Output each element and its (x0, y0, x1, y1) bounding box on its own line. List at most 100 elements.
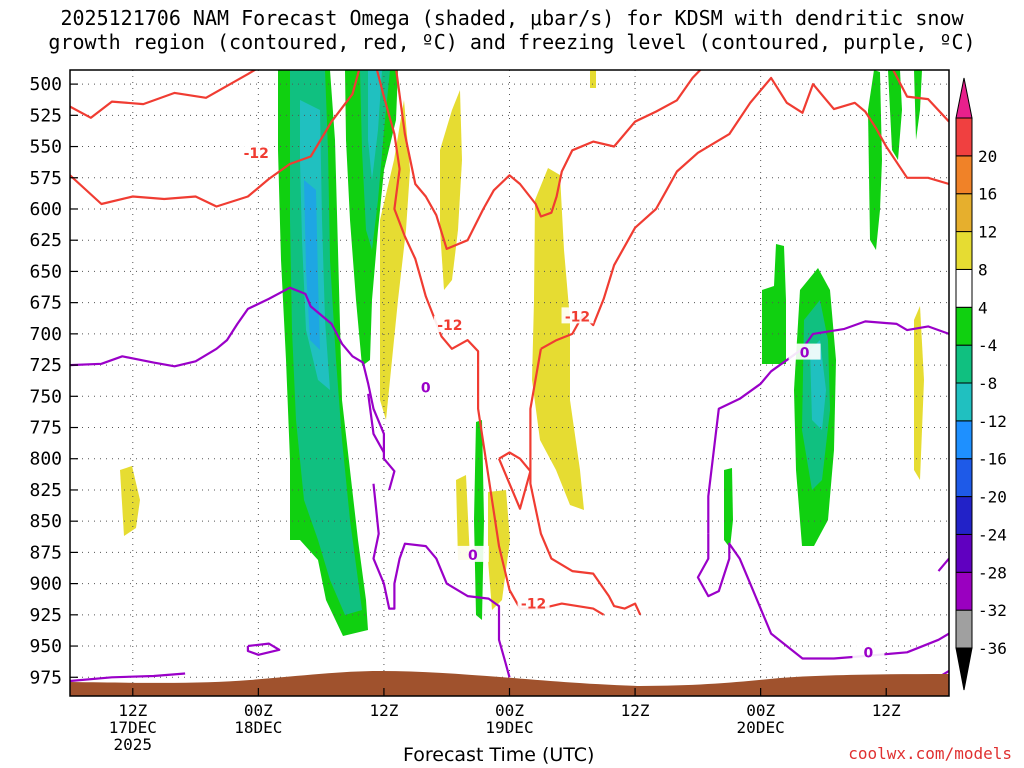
y-tick-label: 525 (29, 105, 62, 126)
colorbar-label: -4 (978, 336, 997, 355)
y-tick-label: 900 (29, 574, 62, 595)
dgz-contour-7 (497, 451, 532, 510)
colorbar-label: 8 (978, 260, 988, 279)
colorbar-bin (955, 458, 973, 498)
dgz-contour-label: -12 (565, 309, 590, 325)
freezing-contour-label: 0 (864, 645, 874, 661)
omega-shade-plume2-core (368, 70, 382, 180)
omega-shade-ascent-g (888, 70, 902, 160)
colorbar-label: -28 (978, 563, 1007, 582)
colorbar-bin (955, 609, 973, 649)
x-tick-label: 00Z (244, 701, 273, 720)
y-tick-label: 550 (29, 137, 62, 158)
colorbar-bin (955, 117, 973, 157)
colorbar-bin (955, 533, 973, 573)
y-tick-label: 825 (29, 480, 62, 501)
colorbar-under-triangle (955, 647, 973, 691)
chart-title-line2: growth region (contoured, red, ºC) and f… (48, 30, 976, 54)
colorbar-bin (955, 344, 973, 384)
x-tick-label: 00Z (495, 701, 524, 720)
omega-shade-sink-b (440, 90, 462, 290)
colorbar: -36 -32 -28 -24 -20 -16 -12 -8 -4 4 8 12 16 20 (955, 77, 1007, 691)
dgz-contour-1 (70, 70, 361, 208)
chart-title: 2025121706 NAM Forecast Omega (shaded, μ… (0, 6, 1024, 54)
y-tick-label: 975 (29, 667, 62, 688)
x-tick-label: 12Z (118, 701, 147, 720)
y-axis: 500 525 550 575 600 625 650 675 700 725 750 775 800 8… (29, 74, 78, 688)
colorbar-label: -32 (978, 601, 1007, 620)
colorbar-label: -36 (978, 639, 1007, 658)
y-tick-label: 650 (29, 261, 62, 282)
omega-shade-plume-core2 (304, 180, 320, 350)
y-tick-label: 700 (29, 324, 62, 345)
freezing-contour-label: 0 (800, 346, 810, 362)
x-tick-label: 17DEC (109, 718, 157, 737)
colorbar-bin (955, 382, 973, 422)
x-tick-label: 18DEC (234, 718, 282, 737)
dgz-contour-3 (395, 70, 702, 250)
dgz-contour-label-bg (561, 307, 594, 324)
y-tick-label: 500 (29, 74, 62, 95)
y-tick-label: 775 (29, 418, 62, 439)
y-tick-label: 850 (29, 511, 62, 532)
freezing-contour-0 (70, 286, 396, 491)
freezing-contour-8 (937, 557, 949, 572)
freezing-contour-1 (367, 393, 385, 454)
y-tick-label: 575 (29, 168, 62, 189)
omega-shade-ascent-f (868, 70, 882, 250)
freezing-contour-label-bg (456, 545, 489, 562)
omega-shade-ascent-e (724, 468, 733, 548)
dgz-contour-label: -12 (244, 146, 269, 162)
freezing-contour-label-bg (852, 643, 885, 660)
y-tick-label: 675 (29, 293, 62, 314)
y-tick-label: 925 (29, 605, 62, 626)
freezing-contour-label: 0 (468, 548, 478, 564)
colorbar-bin (955, 155, 973, 195)
credit-link[interactable]: coolwx.com/models (848, 744, 1012, 763)
x-axis-title: Forecast Time (UTC) (403, 744, 595, 766)
freezing-contour-label-bg (788, 343, 821, 360)
colorbar-bin (955, 193, 973, 233)
omega-shade-sink-a (380, 100, 410, 420)
chart-title-line1: 2025121706 NAM Forecast Omega (shaded, μ… (60, 6, 964, 30)
omega-shade-sink-h (914, 306, 924, 480)
y-tick-label: 800 (29, 449, 62, 470)
colorbar-label: 12 (978, 223, 997, 242)
colorbar-label: -20 (978, 488, 1007, 507)
x-tick-label: 2025 (114, 735, 153, 754)
omega-shade-ascent-thin (474, 420, 484, 620)
y-tick-label: 750 (29, 386, 62, 407)
x-tick-label: 12Z (621, 701, 650, 720)
omega-shade-ascent-h (914, 70, 922, 140)
terrain-ground (70, 671, 949, 696)
omega-shade-sink-d (456, 475, 470, 560)
freezing-contour-5 (696, 533, 949, 660)
dgz-contour-label: -12 (437, 318, 462, 334)
y-tick-label: 950 (29, 636, 62, 657)
colorbar-bin (955, 306, 973, 346)
dgz-contour-label-bg (240, 143, 273, 160)
x-tick-label: 12Z (872, 701, 901, 720)
x-tick-label: 00Z (746, 701, 775, 720)
colorbar-label: 16 (978, 185, 997, 204)
dgz-contour-4 (540, 76, 949, 350)
colorbar-bin (955, 231, 973, 270)
dgz-contour-label: -12 (521, 597, 546, 613)
colorbar-label: -24 (978, 525, 1007, 544)
colorbar-label: -8 (978, 374, 997, 393)
freezing-contour-2 (372, 483, 511, 678)
dgz-contour-label-bg (433, 316, 466, 333)
colorbar-bin (955, 496, 973, 535)
colorbar-label: 20 (978, 147, 997, 166)
colorbar-bin (955, 268, 973, 308)
y-tick-label: 725 (29, 355, 62, 376)
y-tick-label: 600 (29, 199, 62, 220)
dgz-contour-label-bg (517, 594, 550, 611)
y-tick-label: 625 (29, 230, 62, 251)
colorbar-label: -12 (978, 412, 1007, 431)
omega-shade-ascent-d-core (810, 340, 826, 430)
y-tick-label: 875 (29, 542, 62, 563)
omega-shade-sink-f (120, 466, 140, 536)
dgz-contour-6 (891, 70, 949, 123)
freezing-contour-4 (70, 672, 186, 683)
